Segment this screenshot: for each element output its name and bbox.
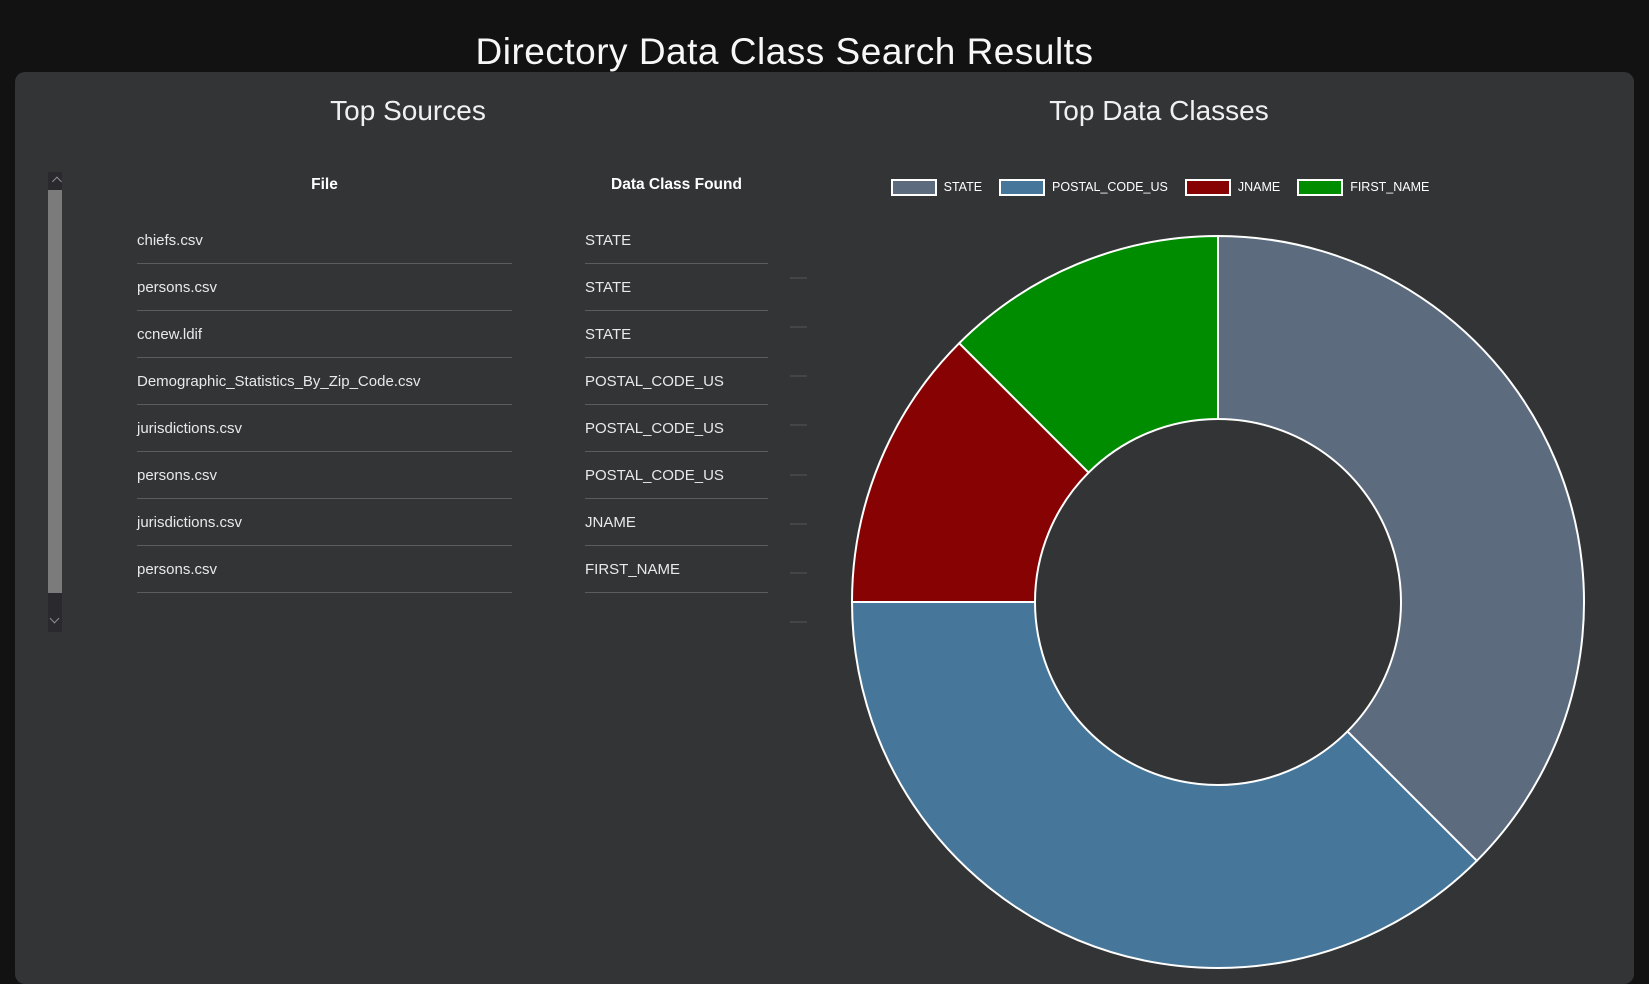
file-cell: persons.csv	[137, 452, 512, 499]
file-cell: chiefs.csv	[137, 217, 512, 264]
legend-label: STATE	[943, 180, 983, 194]
page-title: Directory Data Class Search Results	[475, 30, 1094, 72]
axis-tick	[790, 375, 807, 378]
scrollbar-track[interactable]	[48, 593, 62, 632]
table-row: ccnew.ldif STATE	[137, 311, 768, 358]
scrollbar-thumb[interactable]	[48, 190, 62, 593]
data-class-cell: STATE	[585, 311, 768, 358]
chart-legend: STATE POSTAL_CODE_US JNAME FIRST_NAME	[740, 178, 1580, 196]
legend-swatch	[1184, 178, 1231, 196]
legend-swatch	[1297, 178, 1344, 196]
axis-tick	[790, 424, 807, 427]
legend-item-STATE[interactable]: STATE	[890, 178, 983, 196]
sources-section-title: Top Sources	[330, 95, 486, 126]
table-row: persons.csv POSTAL_CODE_US	[137, 452, 768, 499]
data-class-cell: FIRST_NAME	[585, 546, 768, 593]
table-row: Demographic_Statistics_By_Zip_Code.csv P…	[137, 358, 768, 405]
legend-label: FIRST_NAME	[1350, 180, 1430, 194]
donut-slice-FIRST_NAME[interactable]	[958, 235, 1219, 474]
legend-item-FIRST_NAME[interactable]: FIRST_NAME	[1297, 178, 1430, 196]
axis-tick	[790, 326, 807, 329]
legend-item-JNAME[interactable]: JNAME	[1184, 178, 1281, 196]
data-class-cell: JNAME	[585, 499, 768, 546]
table-row: persons.csv STATE	[137, 264, 768, 311]
donut-slice-JNAME[interactable]	[851, 342, 1090, 603]
axis-tick	[790, 277, 807, 279]
legend-label: JNAME	[1237, 180, 1281, 194]
file-cell: persons.csv	[137, 546, 512, 593]
legend-swatch	[890, 178, 937, 196]
file-cell: Demographic_Statistics_By_Zip_Code.csv	[137, 358, 512, 405]
chevron-up-icon	[51, 176, 62, 186]
table-header-row: File Data Class Found	[137, 176, 768, 194]
data-class-cell: STATE	[585, 264, 768, 311]
legend-item-POSTAL_CODE_US[interactable]: POSTAL_CODE_US	[999, 178, 1168, 196]
table-row: jurisdictions.csv POSTAL_CODE_US	[137, 405, 768, 452]
donut-slice-POSTAL_CODE_US[interactable]	[851, 601, 1478, 969]
classes-section-title: Top Data Classes	[1049, 95, 1269, 126]
file-cell: jurisdictions.csv	[137, 499, 512, 546]
donut-chart	[851, 235, 1585, 969]
table-row: persons.csv FIRST_NAME	[137, 546, 768, 593]
data-class-cell: POSTAL_CODE_US	[585, 358, 768, 405]
axis-tick	[790, 621, 807, 624]
file-cell: persons.csv	[137, 264, 512, 311]
vertical-scrollbar[interactable]	[48, 172, 62, 632]
file-cell: ccnew.ldif	[137, 311, 512, 358]
scroll-up-button[interactable]	[48, 172, 62, 190]
chevron-down-icon	[49, 613, 60, 624]
file-cell: jurisdictions.csv	[137, 405, 512, 452]
data-class-cell: STATE	[585, 217, 768, 264]
sources-table-body: chiefs.csv STATE persons.csv STATE ccnew…	[137, 217, 768, 593]
table-row: jurisdictions.csv JNAME	[137, 499, 768, 546]
legend-swatch	[999, 178, 1046, 196]
results-panel: Top Sources Top Data Classes File Data C…	[15, 72, 1634, 984]
data-class-cell: POSTAL_CODE_US	[585, 452, 768, 499]
donut-slice-STATE[interactable]	[1217, 235, 1585, 862]
column-header-file: File	[311, 176, 338, 193]
data-class-cell: POSTAL_CODE_US	[585, 405, 768, 452]
column-header-data-class: Data Class Found	[611, 176, 742, 193]
axis-tick	[790, 522, 807, 525]
axis-tick	[790, 473, 807, 476]
axis-tick	[790, 571, 807, 574]
table-row: chiefs.csv STATE	[137, 217, 768, 264]
legend-label: POSTAL_CODE_US	[1052, 180, 1168, 194]
